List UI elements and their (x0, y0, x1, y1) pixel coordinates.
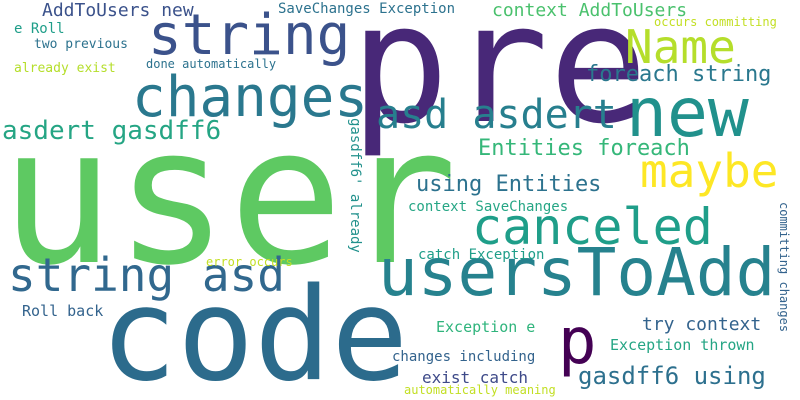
word-context-savechanges: context SaveChanges (408, 199, 569, 215)
word-entities-foreach: Entities foreach (478, 136, 690, 161)
word-e-roll: e Roll (14, 21, 65, 37)
word-using-entities: using Entities (416, 172, 602, 197)
word-error-occurs: error occurs (206, 255, 293, 269)
word-string: string (148, 3, 351, 68)
word-gasdff6-already: gasdff6' already (347, 118, 363, 253)
word-exception-thrown: Exception thrown (610, 336, 755, 354)
word-already-exist: already exist (14, 61, 116, 76)
word-asdert-gasdff6: asdert gasdff6 (2, 116, 222, 146)
word-roll-back: Roll back (22, 302, 104, 320)
word-canceled: canceled (472, 198, 713, 256)
word-exist-catch: exist catch (422, 368, 528, 387)
word-catch-exception: catch Exception (418, 247, 545, 263)
word-gasdff6-using: gasdff6 using (578, 362, 766, 390)
word-exception-e: Exception e (436, 318, 536, 336)
word-pre: pre (350, 0, 649, 160)
word-asd-asdert: asd asdert (376, 92, 617, 138)
word-changes-including: changes including (392, 349, 536, 365)
word-p: p (558, 305, 597, 379)
word-code: code (100, 261, 409, 400)
word-name: Name (625, 20, 736, 74)
word-new: new (626, 74, 749, 153)
word-occurs-committing: occurs committing (654, 15, 777, 29)
word-maybe: maybe (640, 144, 779, 198)
word-addtousers-new: AddToUsers new (42, 0, 194, 21)
word-committing-changes: committing changes (777, 202, 791, 333)
word-try-context: try context (642, 314, 762, 335)
word-userstoadd: usersToAdd (378, 234, 776, 311)
word-string-asd: string asd (8, 248, 285, 302)
word-two-previous: two previous (34, 37, 128, 52)
word-user: user (0, 86, 458, 307)
word-changes: changes (132, 65, 369, 130)
word-savechanges-exception: SaveChanges Exception (278, 1, 456, 17)
word-done-automatically: done automatically (146, 57, 277, 71)
word-automatically-meaning: automatically meaning (404, 383, 556, 397)
word-foreach-string: foreach string (586, 62, 772, 87)
word-context-addtousers: context AddToUsers (492, 0, 688, 21)
